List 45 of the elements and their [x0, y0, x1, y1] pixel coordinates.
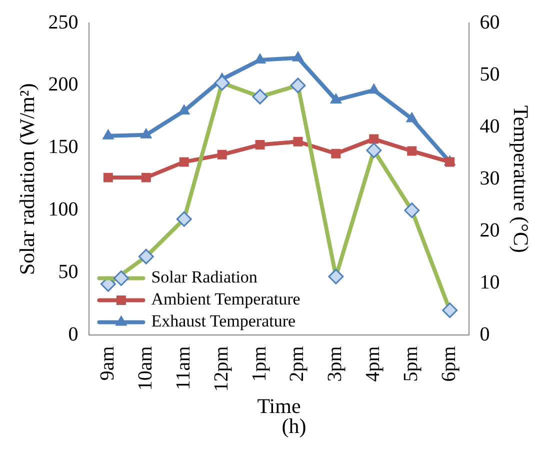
- x-tick-label: 12pm: [210, 346, 232, 392]
- y-tick-label: 100: [48, 198, 78, 221]
- point: [445, 157, 455, 167]
- y2-tick-label: 60: [480, 11, 500, 34]
- legend-label: Exhaust Temperature: [151, 312, 296, 331]
- y-axis-title: Solar radiation (W/m²): [15, 83, 40, 275]
- x-tick-label: 9am: [96, 346, 118, 381]
- point: [178, 104, 190, 114]
- point: [103, 172, 113, 182]
- y2-axis-title: Temperature (°C): [508, 105, 533, 253]
- y2-tick-label: 0: [480, 323, 490, 346]
- y-tick-label: 250: [48, 11, 78, 34]
- legend-label: Ambient Temperature: [151, 290, 300, 309]
- x-tick-label: 6pm: [438, 346, 460, 382]
- point: [179, 157, 189, 167]
- point: [369, 134, 379, 144]
- y2-tick-label: 30: [480, 167, 500, 190]
- y2-tick-label: 50: [480, 63, 500, 86]
- y-tick-label: 200: [48, 74, 78, 96]
- legend-label: Solar Radiation: [151, 268, 258, 287]
- y-tick-label: 50: [58, 261, 78, 284]
- x-tick-label: 5pm: [400, 346, 422, 382]
- y-tick-label: 0: [68, 323, 78, 346]
- x-tick-label: 11am: [172, 346, 194, 390]
- point: [292, 51, 304, 62]
- point: [293, 136, 303, 146]
- point: [141, 172, 151, 182]
- point: [140, 128, 152, 138]
- point: [217, 150, 227, 160]
- y2-tick-label: 20: [480, 219, 500, 242]
- x-tick-label: 2pm: [286, 346, 308, 382]
- point: [330, 94, 342, 104]
- point: [331, 148, 341, 158]
- point: [255, 140, 265, 150]
- point: [407, 146, 417, 156]
- x-tick-label: 4pm: [362, 346, 384, 382]
- y2-tick-label: 40: [480, 115, 500, 138]
- x-tick-label: 3pm: [324, 346, 346, 382]
- x-tick-label: 1pm: [248, 346, 270, 382]
- point: [368, 84, 380, 94]
- y-tick-label: 150: [48, 136, 78, 158]
- x-tick-label: 10am: [134, 346, 156, 391]
- point: [102, 129, 114, 140]
- y2-tick-label: 10: [480, 271, 500, 294]
- point: [406, 112, 418, 122]
